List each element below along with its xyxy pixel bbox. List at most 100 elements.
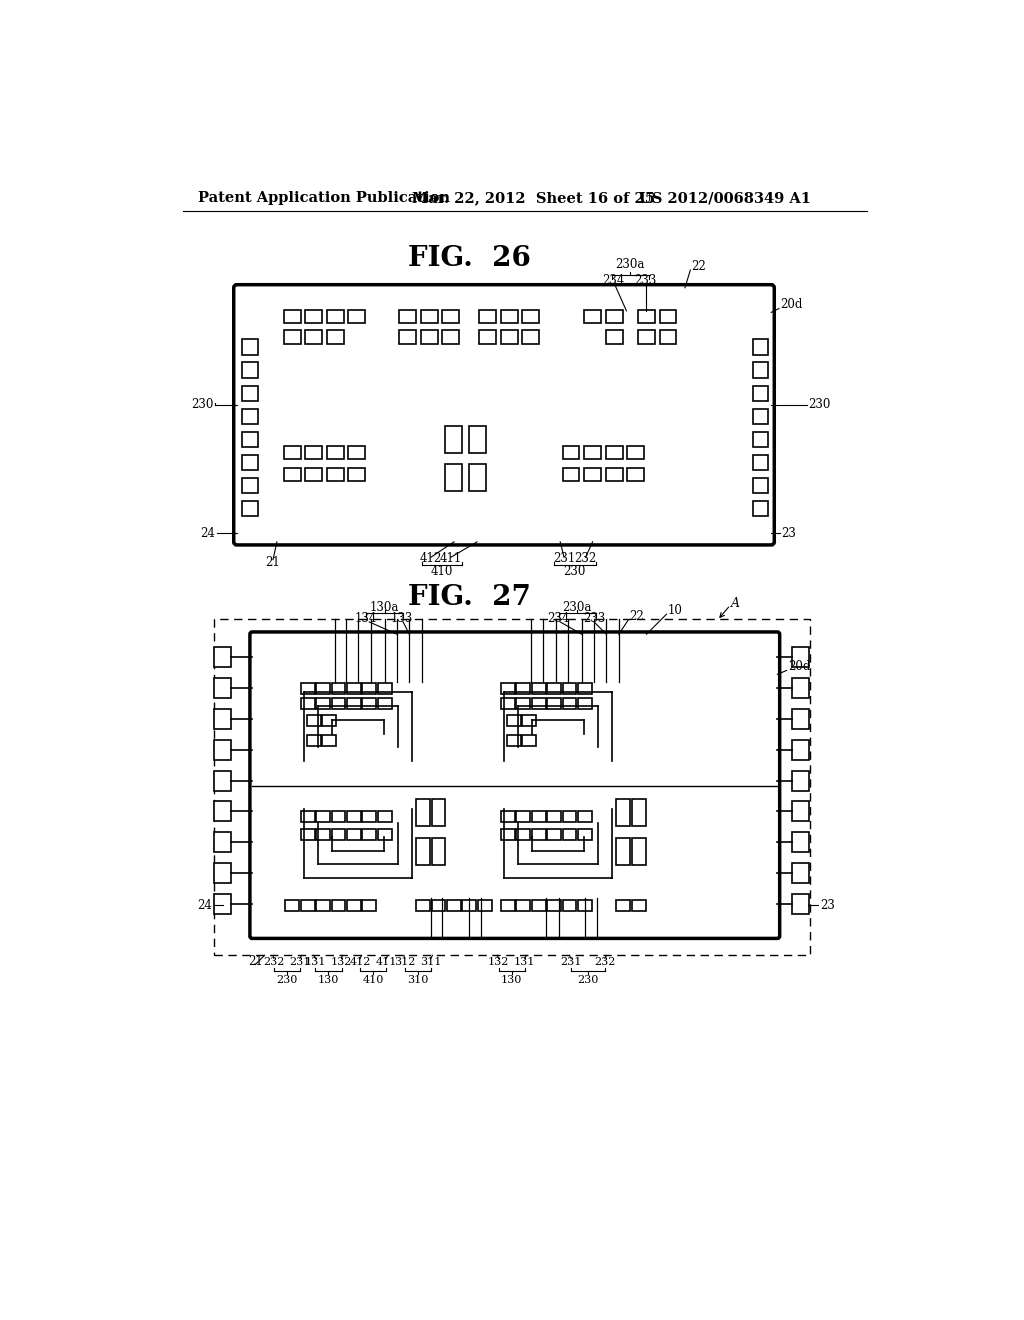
Bar — [547, 682, 561, 693]
Bar — [378, 698, 391, 709]
Bar — [522, 735, 537, 746]
Text: 231: 231 — [289, 957, 310, 966]
Bar — [316, 698, 330, 709]
Text: A: A — [731, 597, 740, 610]
Bar — [348, 446, 366, 459]
Text: 131: 131 — [305, 957, 326, 966]
Bar — [463, 900, 476, 911]
Bar — [332, 682, 345, 693]
Text: 230a: 230a — [615, 259, 645, 271]
Bar — [332, 900, 345, 911]
Bar — [416, 900, 430, 911]
Bar — [638, 330, 655, 343]
Bar — [323, 735, 336, 746]
Text: 234: 234 — [548, 612, 570, 626]
Text: FIG.  27: FIG. 27 — [408, 583, 530, 611]
Bar — [301, 698, 314, 709]
Bar — [562, 467, 580, 480]
Bar — [362, 829, 376, 840]
Bar — [284, 330, 301, 343]
Bar — [214, 739, 231, 760]
Text: 21: 21 — [248, 954, 263, 968]
Bar — [347, 698, 360, 709]
Bar — [562, 682, 577, 693]
Text: 10: 10 — [668, 603, 683, 616]
Bar — [214, 832, 231, 853]
Bar — [516, 900, 530, 911]
Bar — [632, 838, 646, 865]
Bar — [243, 409, 258, 424]
Bar — [501, 812, 515, 822]
Text: Patent Application Publication: Patent Application Publication — [199, 191, 451, 206]
Bar — [243, 432, 258, 447]
Bar — [362, 812, 376, 822]
Bar — [399, 310, 416, 323]
Text: 230: 230 — [808, 399, 830, 412]
Text: 231: 231 — [553, 552, 575, 565]
Bar — [792, 863, 809, 883]
Bar — [753, 339, 768, 355]
Bar — [416, 838, 430, 865]
Bar — [284, 310, 301, 323]
Bar — [442, 310, 460, 323]
Bar — [305, 310, 323, 323]
Bar — [753, 455, 768, 470]
Bar — [792, 832, 809, 853]
Bar — [616, 800, 631, 826]
Bar — [327, 467, 344, 480]
Text: Mar. 22, 2012  Sheet 16 of 25: Mar. 22, 2012 Sheet 16 of 25 — [412, 191, 654, 206]
Bar — [578, 682, 592, 693]
Text: 233: 233 — [635, 273, 656, 286]
Text: 230: 230 — [578, 975, 599, 985]
Bar — [501, 829, 515, 840]
Bar — [214, 647, 231, 668]
Bar — [792, 801, 809, 821]
Bar — [316, 900, 330, 911]
Bar — [616, 900, 631, 911]
Bar — [507, 735, 521, 746]
Bar — [479, 330, 497, 343]
Bar — [243, 455, 258, 470]
Bar — [547, 900, 561, 911]
Bar — [792, 709, 809, 729]
Bar — [659, 330, 677, 343]
Bar — [531, 900, 546, 911]
Bar — [531, 698, 546, 709]
Bar — [584, 310, 601, 323]
Text: 130: 130 — [501, 975, 522, 985]
Bar — [305, 467, 323, 480]
Bar — [753, 363, 768, 378]
Bar — [347, 829, 360, 840]
Bar — [501, 682, 515, 693]
Text: 132: 132 — [487, 957, 509, 966]
Bar — [362, 698, 376, 709]
Bar — [214, 678, 231, 698]
Text: 24: 24 — [198, 899, 212, 912]
Bar — [316, 829, 330, 840]
Text: 134: 134 — [355, 612, 378, 626]
Bar — [616, 838, 631, 865]
Bar — [531, 829, 546, 840]
Bar — [628, 446, 644, 459]
Bar — [378, 829, 391, 840]
Bar — [547, 829, 561, 840]
Bar — [316, 682, 330, 693]
Bar — [323, 715, 336, 726]
Bar — [562, 698, 577, 709]
Text: 233: 233 — [583, 612, 605, 626]
Text: FIG.  26: FIG. 26 — [408, 246, 530, 272]
Bar — [332, 698, 345, 709]
Text: 411: 411 — [376, 957, 397, 966]
Bar — [327, 446, 344, 459]
Text: 230: 230 — [563, 565, 586, 578]
Bar — [605, 310, 623, 323]
Bar — [628, 467, 644, 480]
Bar — [501, 900, 515, 911]
Bar — [214, 801, 231, 821]
Bar — [516, 682, 530, 693]
Text: 231: 231 — [560, 957, 582, 966]
Bar — [522, 310, 540, 323]
Text: 23: 23 — [819, 899, 835, 912]
Text: 20d: 20d — [780, 298, 803, 312]
Text: 130: 130 — [317, 975, 339, 985]
